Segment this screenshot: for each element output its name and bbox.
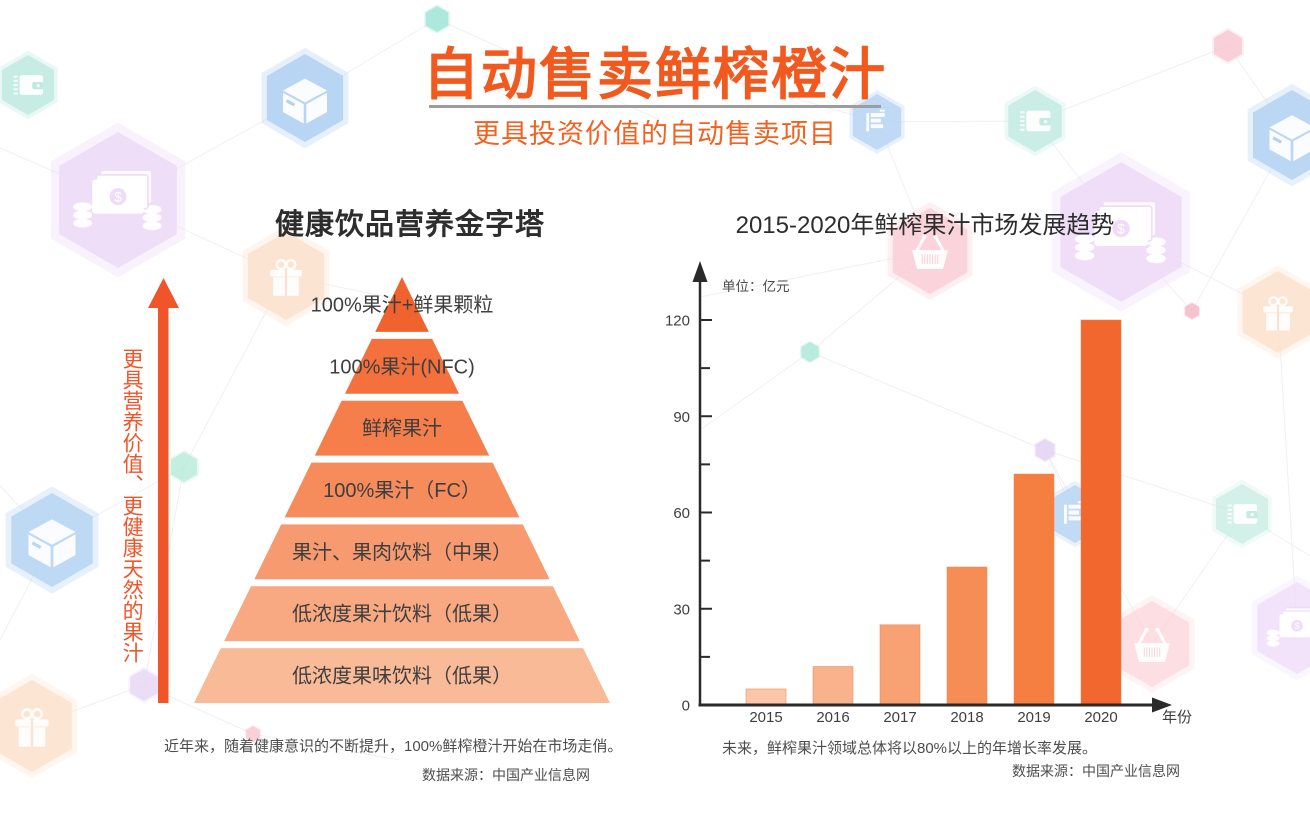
x-tick-label-2019: 2019 (1017, 709, 1050, 726)
y-tick-label-30: 30 (673, 601, 690, 618)
basket-icon (1109, 595, 1195, 693)
bar-2017 (879, 624, 921, 706)
unit-label: 单位：亿元 (722, 279, 790, 294)
bar-2015 (745, 688, 787, 706)
hexagon-decoration (245, 724, 261, 744)
background-network-line (252, 733, 401, 761)
pyramid-level: 低浓度果味饮料（低果） (194, 648, 610, 703)
svg-text:$: $ (1117, 220, 1125, 236)
pyramid-level: 100%果汁（FC） (284, 462, 520, 518)
x-axis-arrowhead (1152, 697, 1172, 713)
pyramid-level: 果汁、果肉饮料（中果） (254, 524, 550, 580)
page-subtitle: 更具投资价值的自动售卖项目 (473, 119, 837, 149)
gift-icon (242, 225, 330, 327)
pyramid-caption: 近年来，随着健康意识的不断提升，100%鲜榨橙汁开始在市场走俏。 (164, 738, 623, 755)
pyramid-level-label-2: 鲜榨果汁 (362, 417, 442, 440)
title-divider (429, 105, 881, 108)
pyramid-axis-label: 更具营养价值、更健康天然的果汁 (120, 348, 144, 663)
y-tick-label-120: 120 (665, 313, 690, 330)
svg-text:$: $ (114, 189, 122, 204)
x-tick-label-2017: 2017 (883, 709, 916, 726)
market-trend-bar-chart: 30 60 90 120 0 2015 2016 2017 2018 2019 2020 单位：亿元年… (665, 261, 1192, 726)
background-network-line (699, 351, 811, 431)
chart-source: 数据来源：中国产业信息网 (1012, 763, 1180, 779)
hexagon-decoration (800, 340, 820, 364)
pyramid-level-label-5: 低浓度果汁饮料（低果） (292, 603, 512, 626)
background-network-line (699, 250, 931, 298)
y-axis-arrowhead (692, 261, 708, 282)
x-axis-name: 年份 (1162, 709, 1192, 726)
chart-title: 2015-2020年鲜榨果汁市场发展趋势 (735, 212, 1115, 239)
box-icon (5, 486, 99, 594)
pyramid-title: 健康饮品营养金字塔 (274, 209, 545, 241)
pyramid-level: 100%果汁(NFC) (329, 338, 475, 394)
y-tick-label-90: 90 (673, 409, 690, 426)
pyramid-level-label-0: 100%果汁+鲜果颗粒 (311, 293, 494, 316)
y-tick-label-60: 60 (673, 505, 690, 522)
y-tick-label-0: 0 (682, 698, 690, 715)
hexagon-decoration (1034, 437, 1056, 463)
x-tick-label-2018: 2018 (950, 709, 983, 726)
x-tick-label-2020: 2020 (1084, 709, 1117, 726)
pyramid-level-label-3: 100%果汁（FC） (323, 479, 481, 502)
hexagon-decoration (424, 4, 450, 34)
box-icon (261, 47, 349, 149)
hexagon-decoration (128, 666, 160, 704)
background-network-line (436, 18, 661, 121)
up-arrow (148, 278, 179, 703)
pyramid-level-label-4: 果汁、果肉饮料（中果） (292, 541, 512, 564)
x-tick-label-2016: 2016 (816, 709, 849, 726)
bar-2018 (946, 566, 988, 706)
background-network-line (1277, 311, 1298, 629)
hexagon-decoration (1184, 301, 1200, 321)
money-icon: $ (50, 122, 186, 278)
box-icon (1247, 83, 1310, 187)
pyramid-level: 鲜榨果汁 (314, 400, 490, 456)
background-network-line (659, 59, 879, 123)
money-icon: $ (1051, 152, 1191, 312)
bar-2016 (812, 666, 854, 706)
svg-text:$: $ (1294, 621, 1299, 631)
nutrition-pyramid-figure: 100%果汁+鲜果颗粒 100%果汁(NFC) 鲜榨果汁 100%果汁（FC） 果汁、果… (148, 277, 610, 703)
hexagon-decoration (1212, 27, 1244, 65)
wallet-icon (1004, 85, 1066, 157)
wallet-icon (0, 50, 58, 120)
pyramid-level: 100%果汁+鲜果颗粒 (311, 277, 494, 332)
hexagon-decoration (169, 449, 199, 485)
pyramid-level-label-1: 100%果汁(NFC) (329, 355, 475, 378)
pyramid-level: 低浓度果汁饮料（低果） (224, 586, 580, 642)
basket-icon (887, 202, 973, 300)
gift-icon (1237, 265, 1310, 359)
x-tick-label-2015: 2015 (749, 709, 782, 726)
pyramid-level-label-6: 低浓度果味饮料（低果） (292, 665, 512, 688)
pyramid-source: 数据来源：中国产业信息网 (422, 767, 590, 783)
page-title: 自动售卖鲜榨橙汁 (423, 43, 887, 106)
chart-caption: 未来，鲜榨果汁领域总体将以80%以上的年增长率发展。 (722, 740, 1098, 757)
background-network-line (1044, 449, 1243, 515)
wallet-icon (1212, 479, 1272, 549)
background-network-line (809, 351, 1046, 451)
bar-2020 (1080, 319, 1122, 706)
gift-icon (0, 673, 78, 779)
bar-2019 (1013, 473, 1055, 706)
money-icon: $ (1251, 575, 1310, 681)
background-network-line (1034, 45, 1229, 122)
